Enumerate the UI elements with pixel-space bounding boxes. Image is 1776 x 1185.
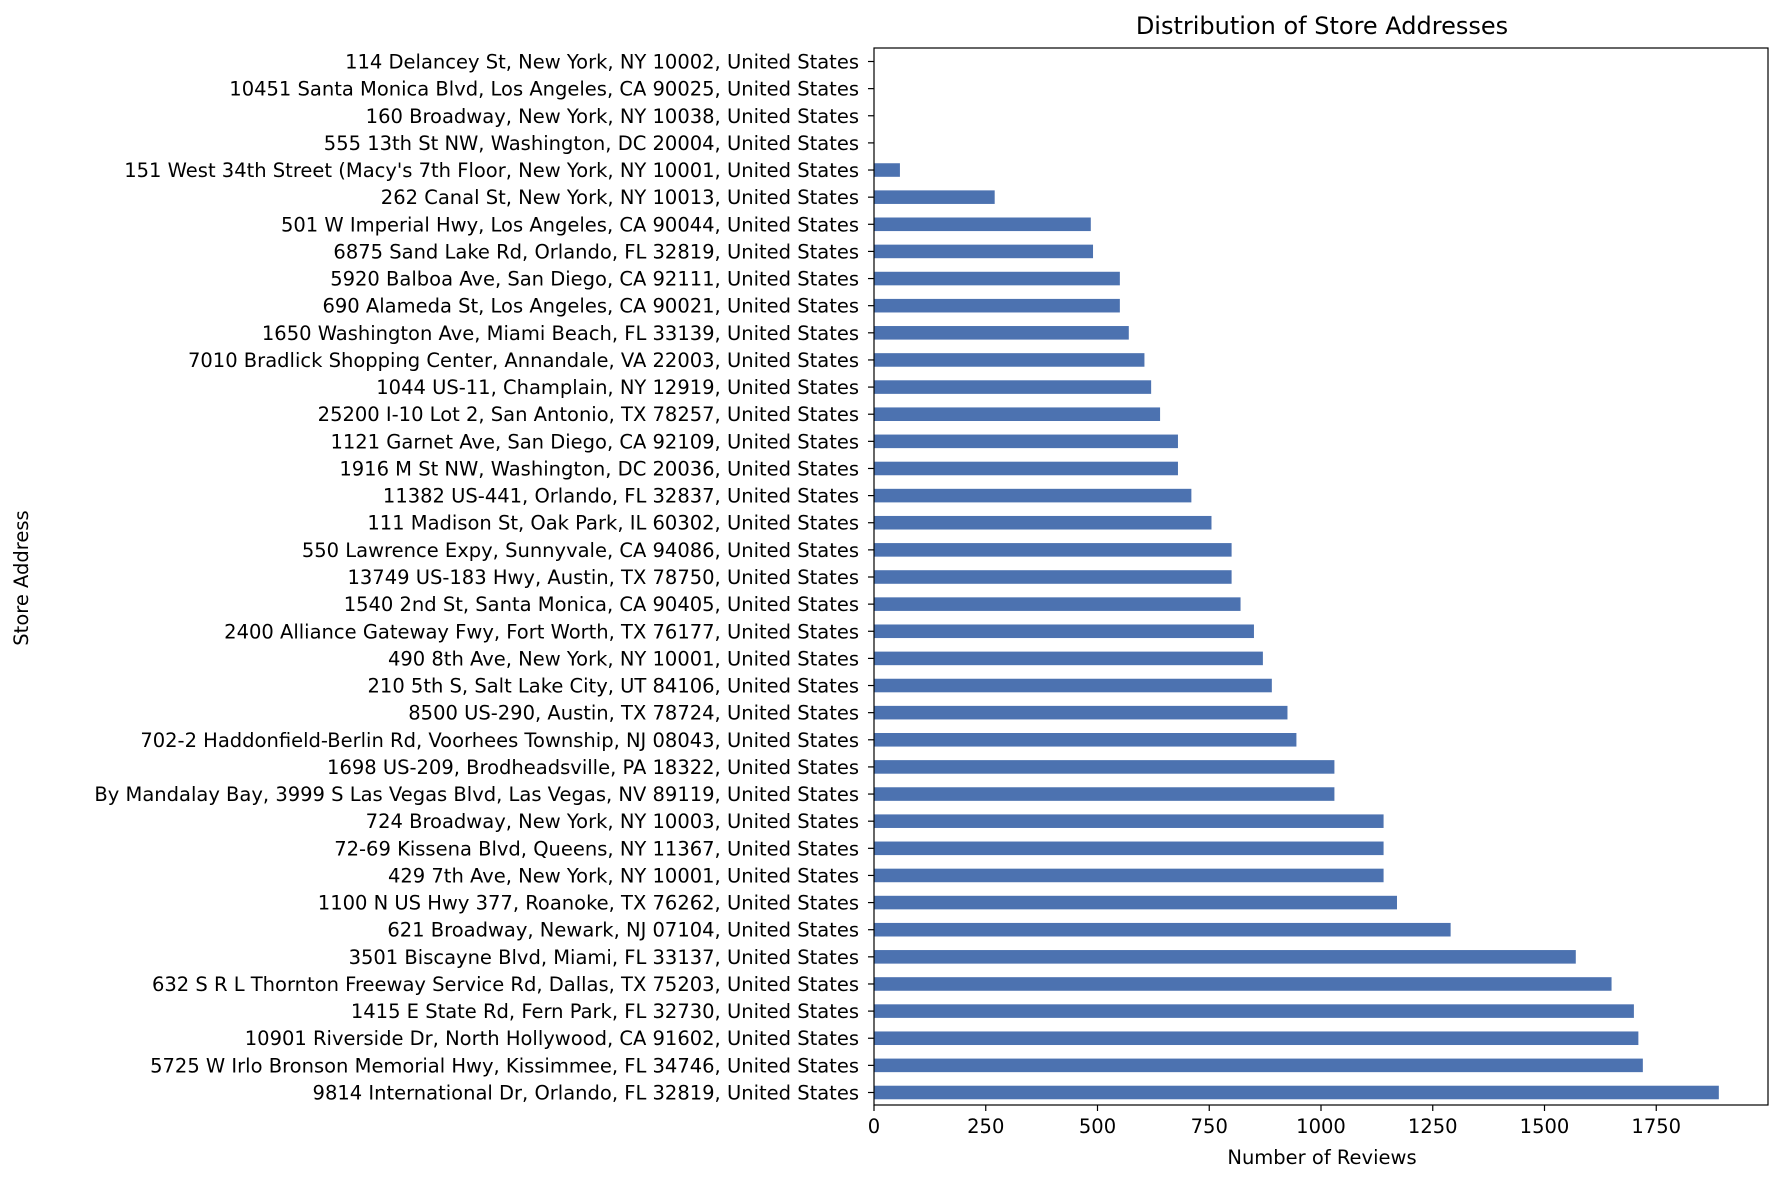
y-tick-label: 9814 International Dr, Orlando, FL 32819…: [313, 1082, 859, 1105]
x-tick-label: 500: [1079, 1115, 1116, 1138]
y-tick-label: 1121 Garnet Ave, San Diego, CA 92109, Un…: [330, 430, 859, 453]
bar: [874, 787, 1335, 801]
y-tick-label: 550 Lawrence Expy, Sunnyvale, CA 94086, …: [302, 539, 859, 562]
y-axis-label: Store Address: [10, 510, 33, 645]
y-tick-label: 11382 US-441, Orlando, FL 32837, United …: [383, 485, 859, 508]
y-tick-label: 160 Broadway, New York, NY 10038, United…: [366, 105, 859, 128]
y-tick-label: 72-69 Kissena Blvd, Queens, NY 11367, Un…: [334, 837, 859, 860]
bar: [874, 760, 1335, 774]
bar: [874, 624, 1254, 639]
bar: [874, 543, 1232, 557]
x-axis-label: Number of Reviews: [1227, 1146, 1416, 1169]
y-tick-label: 114 Delancey St, New York, NY 10002, Uni…: [345, 51, 859, 74]
y-tick-label: 632 S R L Thornton Freeway Service Rd, D…: [152, 973, 859, 996]
y-tick-label: 262 Canal St, New York, NY 10013, United…: [381, 186, 859, 209]
y-axis-ticks: 114 Delancey St, New York, NY 10002, Uni…: [94, 51, 874, 1105]
y-tick-label: 111 Madison St, Oak Park, IL 60302, Unit…: [367, 512, 859, 535]
y-tick-label: 7010 Bradlick Shopping Center, Annandale…: [188, 349, 859, 372]
bar: [874, 217, 1091, 232]
bar: [874, 705, 1288, 720]
x-tick-label: 750: [1191, 1115, 1228, 1138]
y-tick-label: 3501 Biscayne Blvd, Miami, FL 33137, Uni…: [349, 946, 859, 969]
bar: [874, 922, 1451, 937]
bar: [874, 814, 1384, 828]
bar: [874, 461, 1178, 476]
bar: [874, 868, 1384, 883]
x-tick-label: 250: [967, 1115, 1004, 1138]
y-tick-label: 10451 Santa Monica Blvd, Los Angeles, CA…: [229, 78, 859, 101]
y-tick-label: 1916 M St NW, Washington, DC 20036, Unit…: [339, 457, 859, 480]
bar: [874, 163, 900, 177]
y-tick-label: 1540 2nd St, Santa Monica, CA 90405, Uni…: [344, 593, 859, 616]
y-tick-label: 429 7th Ave, New York, NY 10001, United …: [388, 864, 859, 887]
y-tick-label: 501 W Imperial Hwy, Los Angeles, CA 9004…: [281, 213, 859, 236]
bar: [874, 298, 1120, 313]
bar: [874, 407, 1161, 421]
bar: [874, 597, 1241, 611]
bar: [874, 515, 1212, 530]
y-tick-label: 151 West 34th Street (Macy's 7th Floor, …: [124, 159, 859, 182]
bar: [874, 380, 1152, 394]
chart-title: Distribution of Store Addresses: [1136, 12, 1508, 40]
x-tick-label: 1000: [1296, 1115, 1346, 1138]
bar: [874, 651, 1263, 666]
bar: [874, 434, 1178, 449]
y-tick-label: 490 8th Ave, New York, NY 10001, United …: [388, 647, 859, 670]
y-tick-label: 1650 Washington Ave, Miami Beach, FL 331…: [262, 322, 859, 345]
bar: [874, 1031, 1639, 1046]
bar: [874, 895, 1397, 910]
bar: [874, 488, 1192, 503]
y-tick-label: 690 Alameda St, Los Angeles, CA 90021, U…: [322, 295, 859, 318]
y-tick-label: 25200 I-10 Lot 2, San Antonio, TX 78257,…: [318, 403, 859, 426]
x-tick-label: 1750: [1631, 1115, 1681, 1138]
plot-frame: [873, 47, 1769, 1106]
y-tick-label: 1044 US-11, Champlain, NY 12919, United …: [376, 376, 859, 399]
y-tick-label: 724 Broadway, New York, NY 10003, United…: [366, 810, 859, 833]
y-tick-label: 2400 Alliance Gateway Fwy, Fort Worth, T…: [224, 620, 859, 643]
bar: [874, 977, 1612, 991]
bar: [874, 1004, 1634, 1018]
y-tick-label: 621 Broadway, Newark, NJ 07104, United S…: [387, 919, 859, 942]
x-tick-label: 0: [868, 1115, 880, 1138]
bar: [874, 841, 1384, 856]
bar: [874, 1085, 1719, 1100]
bar: [874, 244, 1094, 259]
y-tick-label: 10901 Riverside Dr, North Hollywood, CA …: [245, 1027, 859, 1050]
bar: [874, 190, 995, 204]
y-tick-label: 1415 E State Rd, Fern Park, FL 32730, Un…: [351, 1000, 859, 1023]
bars-group: [874, 163, 1719, 1100]
y-tick-label: By Mandalay Bay, 3999 S Las Vegas Blvd, …: [94, 783, 859, 806]
bar: [874, 271, 1120, 286]
y-tick-label: 8500 US-290, Austin, TX 78724, United St…: [408, 702, 859, 725]
bar: [874, 1058, 1643, 1073]
x-axis-ticks: 0 250 500 750 1000 1250 1500 1750: [868, 1105, 1681, 1138]
y-tick-label: 6875 Sand Lake Rd, Orlando, FL 32819, Un…: [333, 240, 859, 263]
bar: [874, 326, 1129, 340]
y-tick-label: 5725 W Irlo Bronson Memorial Hwy, Kissim…: [150, 1054, 859, 1077]
y-tick-label: 555 13th St NW, Washington, DC 20004, Un…: [324, 132, 859, 155]
y-tick-label: 1698 US-209, Brodheadsville, PA 18322, U…: [327, 756, 859, 779]
bar: [874, 733, 1297, 747]
y-tick-label: 13749 US-183 Hwy, Austin, TX 78750, Unit…: [347, 566, 859, 589]
x-tick-label: 1500: [1520, 1115, 1570, 1138]
bar: [874, 950, 1576, 964]
y-tick-label: 210 5th S, Salt Lake City, UT 84106, Uni…: [368, 675, 859, 698]
bar: [874, 353, 1145, 367]
bar: [874, 570, 1232, 584]
y-tick-label: 702-2 Haddonfield-Berlin Rd, Voorhees To…: [140, 729, 859, 752]
y-tick-label: 1100 N US Hwy 377, Roanoke, TX 76262, Un…: [318, 892, 859, 915]
bar: [874, 678, 1272, 693]
x-tick-label: 1250: [1408, 1115, 1458, 1138]
y-tick-label: 5920 Balboa Ave, San Diego, CA 92111, Un…: [330, 268, 859, 291]
